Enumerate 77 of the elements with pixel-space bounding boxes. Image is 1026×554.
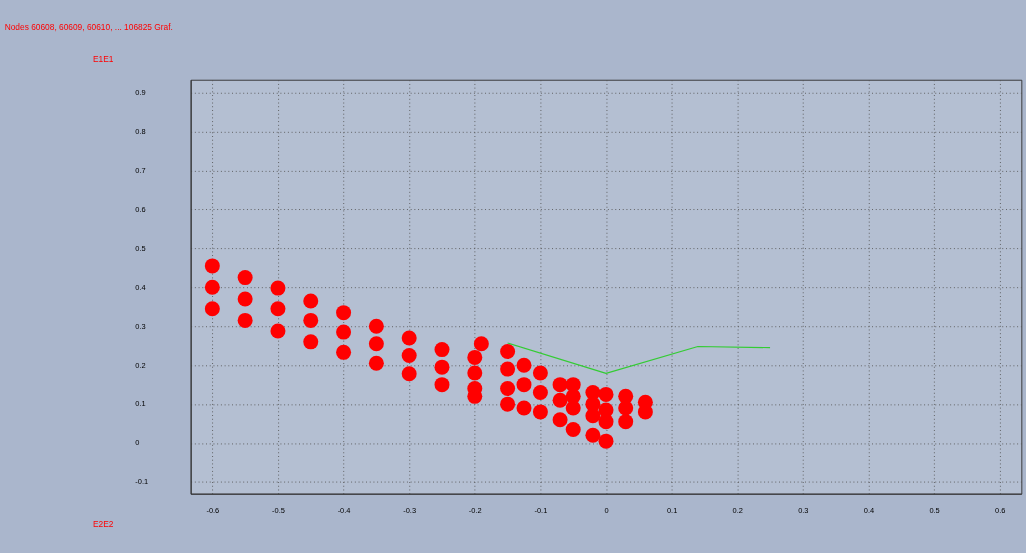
x-tick-label: 0.6	[994, 505, 1006, 515]
point	[204, 279, 220, 295]
point	[565, 400, 581, 416]
point	[270, 301, 286, 317]
point	[303, 293, 319, 309]
point	[434, 342, 450, 358]
x-tick-label: -0.2	[468, 505, 482, 515]
point	[552, 392, 568, 408]
point	[500, 381, 516, 397]
point	[204, 301, 220, 317]
x-tick-label: -0.5	[272, 505, 285, 515]
x-tick-label: -0.3	[403, 505, 417, 515]
point	[368, 355, 384, 371]
point	[303, 334, 319, 350]
point	[204, 258, 220, 274]
point	[336, 305, 352, 321]
y-tick-label: 0.1	[135, 399, 146, 409]
point	[368, 336, 384, 352]
point	[618, 414, 634, 430]
point	[434, 359, 450, 375]
point	[303, 312, 319, 328]
point	[585, 427, 601, 443]
point	[598, 433, 614, 449]
point	[500, 396, 516, 412]
y-tick-label: 0.2	[135, 360, 146, 370]
x-tick-label: 0.1	[666, 505, 678, 515]
point	[552, 412, 568, 428]
point	[237, 270, 253, 286]
point	[585, 408, 601, 424]
point	[532, 404, 548, 420]
y-axis-title: E1E1	[93, 54, 114, 65]
point	[500, 344, 516, 360]
y-tick-label: -0.1	[135, 477, 149, 487]
x-tick-label: 0.5	[929, 505, 940, 515]
x-tick-label: 0.4	[863, 505, 875, 515]
x-tick-label: 0.2	[732, 505, 743, 515]
point	[401, 330, 417, 346]
point	[368, 318, 384, 334]
y-tick-label: 0.4	[135, 282, 146, 292]
point	[516, 400, 532, 416]
point	[270, 323, 286, 339]
point	[401, 366, 417, 382]
point	[237, 291, 253, 307]
text: Nodes 60608, 60609, 60610, ... 106825 Graf.	[4, 22, 173, 33]
y-tick-label: 0.8	[135, 126, 146, 136]
y-tick-label: 0.6	[135, 204, 146, 214]
x-tick-label: 0	[604, 505, 609, 515]
x-axis-title: E2E2	[93, 519, 114, 530]
point	[270, 280, 286, 296]
point	[336, 344, 352, 360]
point	[401, 347, 417, 363]
point	[532, 384, 548, 400]
x-tick-label: -0.6	[206, 505, 220, 515]
y-tick-label: 0.3	[135, 321, 146, 331]
point	[467, 365, 483, 381]
point	[532, 365, 548, 381]
point	[565, 421, 581, 437]
x-tick-label: -0.4	[337, 505, 351, 515]
y-tick-label: 0.7	[135, 165, 146, 175]
point	[598, 414, 614, 430]
point	[618, 400, 634, 416]
point	[434, 377, 450, 393]
point	[473, 336, 489, 352]
point	[237, 312, 253, 328]
x-tick-label: -0.1	[534, 505, 548, 515]
point	[516, 377, 532, 393]
point	[598, 386, 614, 402]
y-tick-label: 0.9	[135, 87, 146, 97]
x-tick-label: 0.3	[798, 505, 809, 515]
y-tick-label: 0.5	[135, 243, 146, 253]
point	[500, 361, 516, 377]
point	[637, 404, 653, 420]
point	[336, 324, 352, 340]
point	[552, 377, 568, 393]
point	[516, 357, 532, 373]
point	[467, 349, 483, 365]
y-tick-label: 0	[135, 438, 140, 448]
